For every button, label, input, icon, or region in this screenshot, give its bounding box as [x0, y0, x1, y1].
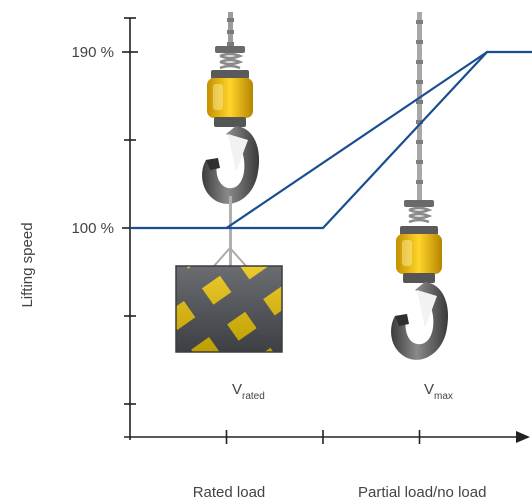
- left-chain: [227, 12, 234, 48]
- labels: Lifting speed Vrated Vmax Rated load Par…: [19, 222, 486, 501]
- series-line-2: [225, 51, 488, 229]
- v-rated-label: Vrated: [232, 381, 265, 402]
- x-tick-label-rated-load: Rated load: [193, 484, 266, 501]
- right-hook-icon: [391, 200, 449, 360]
- right-chain: [416, 12, 423, 202]
- x-tick-label-partial-load: Partial load/no load: [358, 484, 486, 501]
- hoist-illustration: [175, 12, 449, 360]
- axes: 190 % 100 %: [71, 17, 530, 444]
- series-layer: [130, 50, 532, 230]
- load-box-icon: [175, 265, 283, 353]
- y-axis-title: Lifting speed: [19, 222, 36, 307]
- x-axis-arrow-icon: [516, 431, 530, 443]
- y-tick-label-190: 190 %: [71, 44, 114, 61]
- load-sling: [213, 247, 247, 267]
- v-max-label: Vmax: [424, 381, 453, 402]
- y-tick-label-100: 100 %: [71, 220, 114, 237]
- series-line-1: [130, 50, 532, 230]
- load-rope: [229, 196, 232, 266]
- left-hook-icon: [202, 46, 260, 204]
